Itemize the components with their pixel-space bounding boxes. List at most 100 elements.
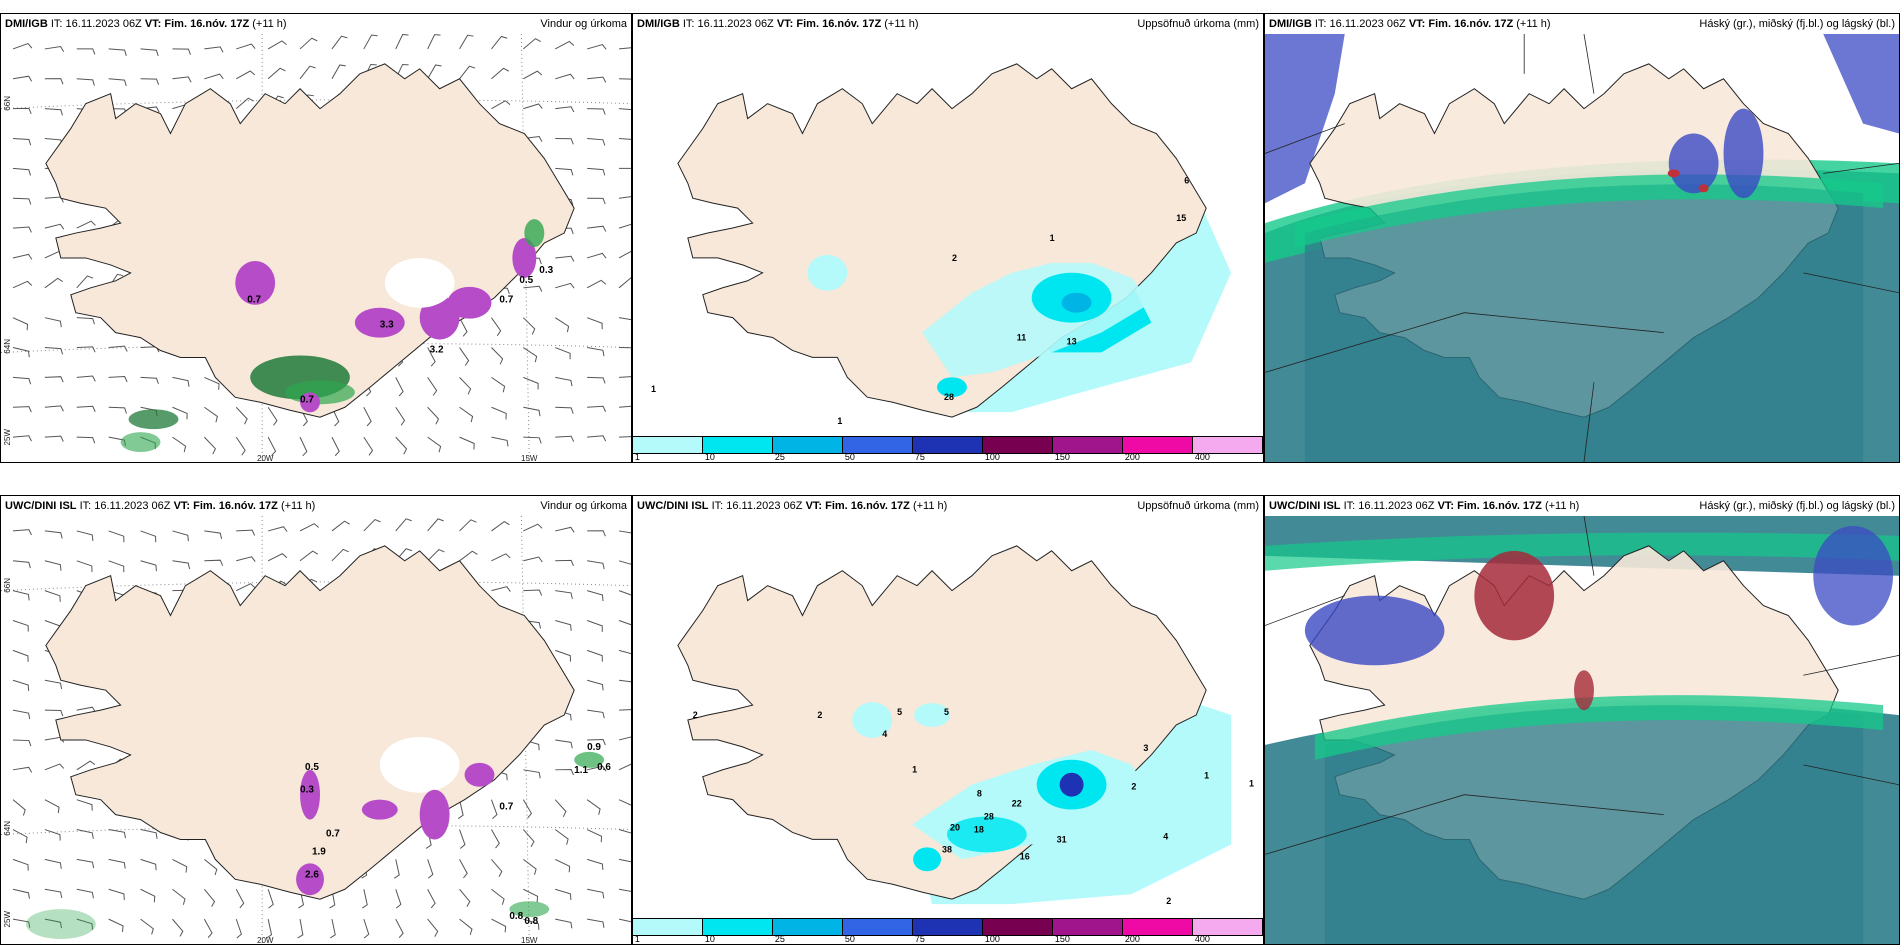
wind-barb bbox=[523, 103, 543, 110]
cloud-map[interactable] bbox=[1265, 34, 1899, 462]
wind-barb bbox=[459, 406, 474, 423]
wind-barb bbox=[587, 225, 607, 232]
wind-barb bbox=[76, 888, 94, 899]
accum-label: 6 bbox=[1184, 175, 1189, 185]
panel-title: Uppsöfnuð úrkoma (mm) bbox=[1137, 18, 1259, 30]
wind-barb bbox=[619, 78, 631, 80]
wind-barb bbox=[44, 277, 64, 289]
wind-barb bbox=[587, 405, 607, 412]
colorbar-swatch bbox=[1053, 919, 1123, 935]
wind-barb bbox=[554, 829, 569, 845]
wind-barb bbox=[555, 739, 573, 749]
wind-barb bbox=[395, 518, 412, 532]
wind-barb bbox=[12, 590, 30, 601]
wind-barb bbox=[491, 436, 509, 447]
accum-precip-map[interactable]: 2 2 5 5 4 1 8 22 28 18 20 31 16 38 3 2 4… bbox=[633, 516, 1263, 918]
wind-barb bbox=[554, 317, 570, 333]
wind-barb bbox=[457, 799, 464, 819]
wind-barb bbox=[555, 167, 574, 176]
wind-barb bbox=[523, 376, 539, 390]
graticule bbox=[1265, 34, 1899, 462]
wind-barb bbox=[587, 347, 605, 357]
wind-barb bbox=[555, 559, 574, 567]
colorbar-label: 150 bbox=[1054, 452, 1070, 462]
colorbar-swatch bbox=[843, 437, 913, 453]
wind-barb bbox=[618, 530, 631, 534]
panel-header: UWC/DINI ISL IT: 16.11.2023 06Z VT: Fim.… bbox=[1265, 496, 1899, 516]
precip-label: 3.3 bbox=[380, 320, 394, 331]
wind-barb bbox=[235, 406, 248, 425]
wind-barb bbox=[427, 64, 442, 80]
panel-it: 16.11.2023 06Z bbox=[726, 500, 803, 512]
wind-barb bbox=[555, 918, 573, 929]
accum-label: 11 bbox=[1017, 332, 1026, 342]
wind-barb bbox=[172, 888, 186, 905]
wind-barb bbox=[12, 739, 32, 747]
wind-barb bbox=[618, 918, 631, 923]
colorbar-boxes bbox=[633, 918, 1263, 936]
wind-barb bbox=[587, 197, 606, 205]
colorbar-label: 100 bbox=[984, 452, 1000, 462]
wind-barb bbox=[204, 376, 220, 390]
precip-label: 0.3 bbox=[539, 265, 553, 276]
lat-label-64: 64N bbox=[3, 339, 12, 354]
wind-barb bbox=[44, 799, 60, 814]
panel-uwc-wind: UWC/DINI ISL IT: 16.11.2023 06Z VT: Fim.… bbox=[0, 495, 632, 945]
wind-barb bbox=[491, 888, 505, 905]
wind-barb bbox=[44, 858, 62, 869]
cloud-map[interactable] bbox=[1265, 516, 1899, 944]
wind-barb bbox=[44, 918, 62, 929]
wind-barb bbox=[140, 918, 154, 935]
precip-label: 0.8 bbox=[509, 911, 523, 922]
colorbar-swatch bbox=[843, 919, 913, 935]
wind-barb bbox=[427, 406, 440, 425]
map-svg bbox=[1265, 34, 1899, 462]
iceland-land bbox=[45, 545, 575, 900]
wind-barb bbox=[619, 709, 631, 711]
wind-precip-map[interactable]: 0.7 0.9 0.6 1.1 0.5 0.3 2.6 0.7 1.9 0.8 … bbox=[1, 516, 631, 944]
wind-barb bbox=[331, 407, 340, 427]
colorbar-swatch bbox=[633, 437, 703, 453]
colorbar-swatch bbox=[1053, 437, 1123, 453]
wind-barb bbox=[44, 78, 64, 85]
accum-label: 2 bbox=[1166, 896, 1171, 906]
wind-barb bbox=[140, 530, 157, 543]
accum-label: 2 bbox=[693, 710, 698, 720]
wind-barb bbox=[12, 253, 33, 260]
wind-precip-map[interactable]: 0.7 3.3 3.2 0.7 0.5 0.7 0.3 bbox=[1, 34, 631, 462]
lon-label-25: 25W bbox=[3, 429, 12, 446]
panel-it-label: IT: bbox=[711, 500, 724, 512]
accum-label: 4 bbox=[882, 729, 887, 739]
panel-vt-label: VT: bbox=[1437, 500, 1455, 512]
map-svg: 1 2 11 13 28 15 6 1 1 bbox=[651, 63, 1232, 426]
wind-barb bbox=[491, 586, 511, 592]
wind-barb bbox=[203, 918, 213, 938]
panel-header: DMI/IGB IT: 16.11.2023 06Z VT: Fim. 16.n… bbox=[1265, 14, 1899, 34]
panel-it: 16.11.2023 06Z bbox=[1358, 500, 1435, 512]
wind-barb bbox=[331, 436, 340, 457]
wind-barb bbox=[522, 829, 535, 847]
colorbar-swatch bbox=[1123, 919, 1193, 935]
wind-barb bbox=[618, 620, 631, 626]
panel-vt: Fim. 16.nóv. 17Z bbox=[796, 18, 882, 30]
panel-vt-label: VT: bbox=[776, 18, 794, 30]
wind-barb bbox=[427, 436, 442, 453]
colorbar-label: 10 bbox=[704, 934, 715, 944]
wind-barb bbox=[587, 679, 604, 691]
wind-barb bbox=[555, 769, 574, 776]
wind-barb bbox=[586, 279, 607, 289]
accum-label: 5 bbox=[897, 707, 902, 717]
wind-barb bbox=[618, 560, 631, 565]
wind-barb bbox=[523, 406, 541, 417]
accum-label: 8 bbox=[977, 789, 982, 799]
panel-dmi-accum: DMI/IGB IT: 16.11.2023 06Z VT: Fim. 16.n… bbox=[632, 13, 1264, 463]
accum-label: 2 bbox=[1131, 782, 1136, 792]
accum-precip-map[interactable]: 1 2 11 13 28 15 6 1 1 bbox=[633, 34, 1263, 436]
colorbar-label: 400 bbox=[1194, 934, 1210, 944]
wind-barb bbox=[12, 347, 30, 358]
wind-barb bbox=[523, 888, 539, 903]
panel-uwc-accum: UWC/DINI ISL IT: 16.11.2023 06Z VT: Fim.… bbox=[632, 495, 1264, 945]
wind-barb bbox=[587, 918, 605, 928]
wind-barb bbox=[459, 918, 473, 935]
wind-barb bbox=[555, 73, 575, 80]
